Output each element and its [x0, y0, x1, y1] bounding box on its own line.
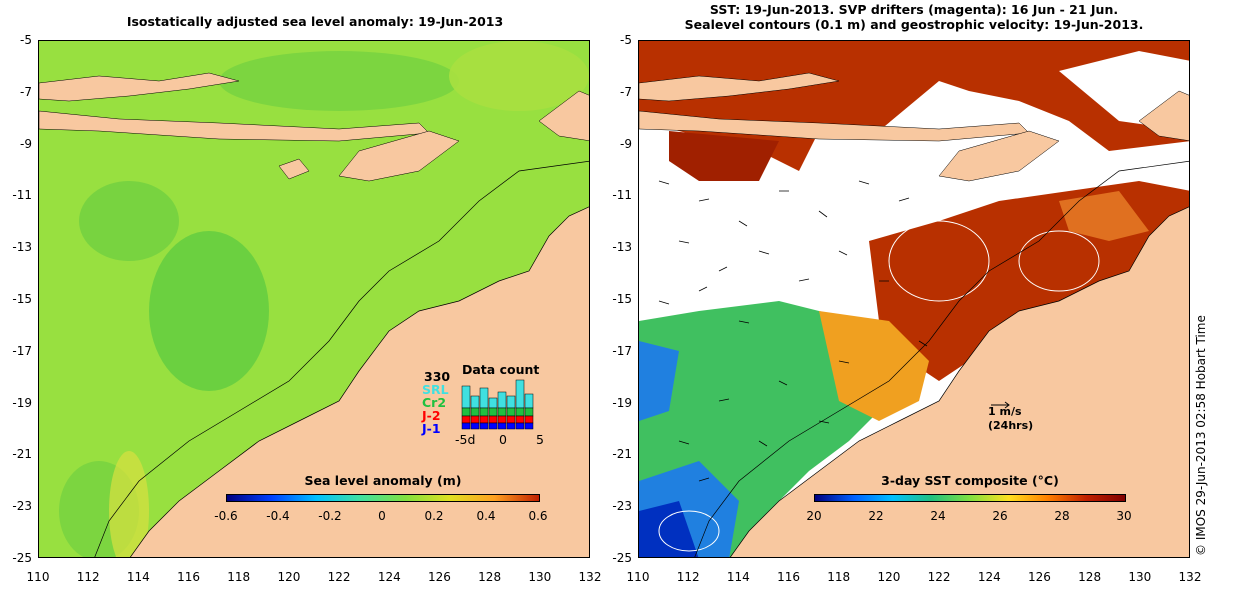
y-axis-label: -15: [12, 292, 32, 306]
satellite-cr2-label: Cr2: [422, 395, 447, 410]
histogram-label-minus5: -5d: [455, 432, 476, 447]
x-axis-label: 128: [1078, 570, 1102, 584]
y-axis-label: -15: [612, 292, 632, 306]
data-count-histogram: [461, 379, 534, 430]
sea-level-anomaly-map: [38, 40, 590, 558]
colorbar-tick-label: 0.6: [528, 509, 548, 523]
y-axis-label: -13: [612, 240, 632, 255]
velocity-scale-arrow: [991, 401, 1010, 409]
y-axis-label: -17: [12, 343, 32, 358]
colorbar-tick-label: 28: [1054, 509, 1070, 523]
x-axis-label: 132: [578, 570, 602, 584]
x-axis-label: 116: [777, 570, 800, 584]
velocity-scale-label: 1 m/s: [988, 405, 1022, 418]
y-axis-label: -19: [12, 395, 32, 410]
x-axis-label: 110: [26, 570, 50, 584]
x-axis-label: 114: [726, 570, 750, 584]
colorbar-tick-label: 0.2: [424, 509, 444, 523]
data-count-title: Data count: [462, 362, 540, 377]
colorbar-tick-label: 0.4: [476, 509, 496, 523]
y-axis-label: -21: [12, 447, 32, 462]
sst-map: [638, 40, 1190, 558]
y-axis-label: -5: [620, 33, 632, 47]
sea-level-colorbar: [226, 494, 540, 502]
x-axis-label: 122: [927, 570, 951, 584]
x-axis-label: 114: [126, 570, 150, 584]
sea-level-colorbar-title: Sea level anomaly (m): [304, 473, 462, 488]
sst-map-graphic: [639, 41, 1189, 557]
y-axis-label: -11: [12, 188, 32, 203]
velocity-arrows: [658, 180, 928, 482]
data-count-total: 330: [424, 369, 451, 384]
x-axis-label: 118: [227, 570, 251, 584]
x-axis-label: 112: [676, 570, 700, 584]
x-axis-label: 124: [977, 570, 1001, 584]
y-axis-label: -17: [612, 343, 632, 358]
sea-level-map-graphic: [39, 41, 589, 557]
y-axis-label: -21: [612, 447, 632, 462]
y-axis-label: -7: [20, 84, 32, 99]
x-axis-label: 120: [877, 570, 901, 584]
colorbar-tick-label: 0: [378, 509, 386, 523]
y-axis-label: -9: [20, 136, 32, 151]
y-axis-label: -7: [620, 84, 632, 99]
right-map-title-line1: SST: 19-Jun-2013. SVP drifters (magenta)…: [709, 2, 1119, 17]
velocity-scale-sublabel: (24hrs): [988, 419, 1034, 432]
colorbar-tick-label: -0.6: [214, 509, 238, 523]
y-axis-label: -5: [20, 33, 32, 47]
x-axis-label: 126: [428, 570, 451, 584]
y-axis-label: -25: [612, 551, 632, 565]
y-axis-label: -25: [12, 551, 32, 565]
x-axis-label: 120: [277, 570, 301, 584]
satellite-srl-label: SRL: [422, 382, 449, 397]
left-map-title: Isostatically adjusted sea level anomaly…: [126, 14, 504, 29]
satellite-j1-label: J-1: [422, 421, 441, 436]
x-axis-label: 112: [76, 570, 100, 584]
y-axis-label: -23: [612, 499, 632, 514]
x-axis-label: 130: [1128, 570, 1152, 584]
y-axis-label: -13: [12, 240, 32, 255]
colorbar-tick-label: 22: [868, 509, 884, 523]
y-axis-label: -19: [612, 395, 632, 410]
x-axis-label: 116: [177, 570, 200, 584]
colorbar-tick-label: 26: [992, 509, 1008, 523]
colorbar-tick-label: 20: [806, 509, 822, 523]
histogram-label-5: 5: [536, 432, 544, 447]
x-axis-label: 128: [478, 570, 502, 584]
sst-colorbar: [814, 494, 1126, 502]
colorbar-tick-label: 24: [930, 509, 946, 523]
x-axis-label: 132: [1178, 570, 1202, 584]
x-axis-label: 110: [626, 570, 650, 584]
y-axis-label: -9: [620, 136, 632, 151]
colorbar-tick-label: -0.2: [318, 509, 342, 523]
x-axis-label: 118: [827, 570, 851, 584]
y-axis-label: -23: [12, 499, 32, 514]
y-axis-label: -11: [612, 188, 632, 203]
x-axis-label: 124: [377, 570, 401, 584]
copyright-note: © IMOS 29-Jun-2013 02:58 Hobart Time: [1194, 315, 1208, 556]
sst-colorbar-title: 3-day SST composite (°C): [881, 473, 1059, 488]
x-axis-label: 122: [327, 570, 351, 584]
x-axis-label: 126: [1028, 570, 1051, 584]
histogram-label-0: 0: [499, 432, 507, 447]
satellite-j2-label: J-2: [422, 408, 441, 423]
colorbar-tick-label: 30: [1116, 509, 1132, 523]
right-map-title-line2: Sealevel contours (0.1 m) and geostrophi…: [684, 17, 1144, 32]
colorbar-tick-label: -0.4: [266, 509, 290, 523]
x-axis-label: 130: [528, 570, 552, 584]
